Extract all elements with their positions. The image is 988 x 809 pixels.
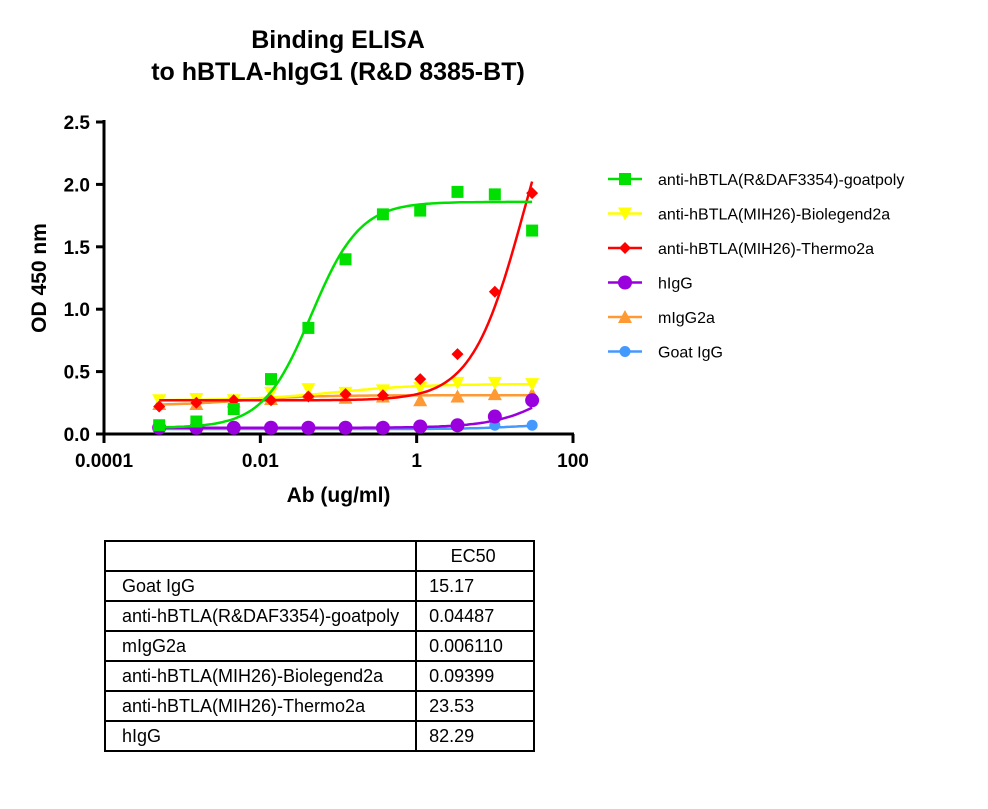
data-point-anti-hbtla-mih26-thermo2a <box>339 388 352 401</box>
ec50-table: EC50 Goat IgG 15.17 anti-hBTLA(R&DAF3354)… <box>103 540 536 752</box>
data-point-anti-hbtla-r-daf3354-goatpoly <box>339 253 352 266</box>
data-point-anti-hbtla-r-daf3354-goatpoly <box>153 419 166 432</box>
data-point-anti-hbtla-mih26-biolegend2a <box>413 381 428 395</box>
table-cell: mIgG2a <box>103 630 418 662</box>
data-point-anti-hbtla-r-daf3354-goatpoly <box>376 208 389 221</box>
data-point-anti-hbtla-mih26-biolegend2a <box>301 383 316 397</box>
fit-curve-anti-hbtla-r-daf3354-goatpoly <box>159 200 533 429</box>
data-point-anti-hbtla-mih26-thermo2a <box>451 348 464 361</box>
x-tick-label: 100 <box>557 451 589 472</box>
data-point-anti-hbtla-r-daf3354-goatpoly <box>302 321 315 334</box>
data-point-higg <box>375 420 390 435</box>
y-tick-label: 1.5 <box>64 238 91 259</box>
table-cell: anti-hBTLA(R&DAF3354)-goatpoly <box>103 600 418 632</box>
data-point-higg <box>413 419 428 434</box>
data-point-anti-hbtla-r-daf3354-goatpoly <box>414 204 427 217</box>
data-point-anti-hbtla-mih26-thermo2a <box>302 390 315 403</box>
table-row: hIgG 82.29 <box>103 720 536 752</box>
data-point-migg2a <box>450 389 465 403</box>
x-tick-label: 0.0001 <box>75 451 134 472</box>
data-point-migg2a <box>487 387 502 401</box>
table-row: anti-hBTLA(R&DAF3354)-goatpoly 0.04487 <box>103 600 536 632</box>
table-cell: 82.29 <box>415 720 536 752</box>
data-point-higg <box>338 420 353 435</box>
y-tick-label: 1.0 <box>64 300 90 321</box>
data-point-higg <box>450 418 465 433</box>
legend-label: anti-hBTLA(MIH26)-Thermo2a <box>658 241 874 258</box>
chart-title-line-2: to hBTLA-hIgG1 (R&D 8385-BT) <box>151 58 525 86</box>
data-point-higg <box>525 393 540 408</box>
data-point-higg <box>487 409 502 424</box>
legend-marker-anti-hbtla-mih26-biolegend2a <box>618 207 632 221</box>
legend-marker-anti-hbtla-r-daf3354-goatpoly <box>619 173 631 185</box>
table-cell: anti-hBTLA(MIH26)-Thermo2a <box>103 690 418 722</box>
y-tick-label: 2.5 <box>64 113 91 134</box>
data-point-anti-hbtla-r-daf3354-goatpoly <box>227 403 240 416</box>
y-tick-label: 0.5 <box>64 363 91 384</box>
y-tick-label: 0.0 <box>64 425 90 446</box>
data-point-anti-hbtla-r-daf3354-goatpoly <box>451 185 464 198</box>
legend-label: anti-hBTLA(R&DAF3354)-goatpoly <box>658 172 904 189</box>
data-point-anti-hbtla-mih26-thermo2a <box>526 187 539 200</box>
data-point-migg2a <box>413 393 428 407</box>
data-point-anti-hbtla-r-daf3354-goatpoly <box>190 415 203 428</box>
legend-label: mIgG2a <box>658 310 715 327</box>
data-point-anti-hbtla-r-daf3354-goatpoly <box>265 373 278 386</box>
legend-marker-anti-hbtla-mih26-thermo2a <box>619 242 631 254</box>
table-cell: 23.53 <box>415 690 536 722</box>
chart: 0.0 0.5 1.0 1.5 2.0 2.5 0.0001 0.01 1 100 Ab (ug/m… <box>28 113 904 507</box>
data-point-anti-hbtla-mih26-thermo2a <box>265 394 278 407</box>
data-point-anti-hbtla-mih26-thermo2a <box>153 400 166 413</box>
data-point-higg <box>226 420 241 435</box>
data-point-anti-hbtla-mih26-thermo2a <box>488 285 501 298</box>
x-tick-label: 0.01 <box>242 451 279 472</box>
data-point-anti-hbtla-r-daf3354-goatpoly <box>488 188 501 201</box>
data-point-anti-hbtla-mih26-thermo2a <box>190 396 203 409</box>
table-cell: hIgG <box>103 720 418 752</box>
x-axis-label: Ab (ug/ml) <box>287 484 391 507</box>
legend-label: Goat IgG <box>658 345 723 362</box>
legend-marker-migg2a <box>618 310 632 323</box>
table-header-row: EC50 <box>103 540 536 572</box>
table-row: anti-hBTLA(MIH26)-Thermo2a 23.53 <box>103 690 536 722</box>
chart-title-line-1: Binding ELISA <box>251 26 425 54</box>
table-cell: 0.006110 <box>415 630 536 662</box>
y-tick-label: 2.0 <box>64 175 90 196</box>
data-point-higg <box>301 420 316 435</box>
table-cell: 0.04487 <box>415 600 536 632</box>
data-point-anti-hbtla-mih26-biolegend2a <box>450 376 465 390</box>
data-point-anti-hbtla-mih26-thermo2a <box>414 373 427 386</box>
data-point-anti-hbtla-mih26-thermo2a <box>376 389 389 402</box>
table-header-cell <box>103 540 418 572</box>
table-cell: 0.09399 <box>415 660 536 692</box>
y-axis-label: OD 450 nm <box>28 223 51 333</box>
legend-marker-goat-igg <box>619 346 631 357</box>
table-cell: anti-hBTLA(MIH26)-Biolegend2a <box>103 660 418 692</box>
legend-label: hIgG <box>658 276 693 293</box>
x-tick-label: 1 <box>411 451 422 472</box>
table-row: anti-hBTLA(MIH26)-Biolegend2a 0.09399 <box>103 660 536 692</box>
table-cell: 15.17 <box>415 570 536 602</box>
table-row: Goat IgG 15.17 <box>103 570 536 602</box>
table-cell: Goat IgG <box>103 570 418 602</box>
table-row: mIgG2a 0.006110 <box>103 630 536 662</box>
table-header-cell: EC50 <box>415 540 536 572</box>
legend-marker-higg <box>618 275 632 290</box>
data-point-anti-hbtla-mih26-biolegend2a <box>525 378 540 392</box>
data-point-goat-igg <box>526 419 538 431</box>
legend-label: anti-hBTLA(MIH26)-Biolegend2a <box>658 207 890 224</box>
data-point-higg <box>264 420 279 435</box>
data-point-anti-hbtla-mih26-biolegend2a <box>487 376 502 390</box>
data-point-anti-hbtla-r-daf3354-goatpoly <box>526 224 539 237</box>
fit-curve-anti-hbtla-mih26-thermo2a <box>159 181 534 402</box>
